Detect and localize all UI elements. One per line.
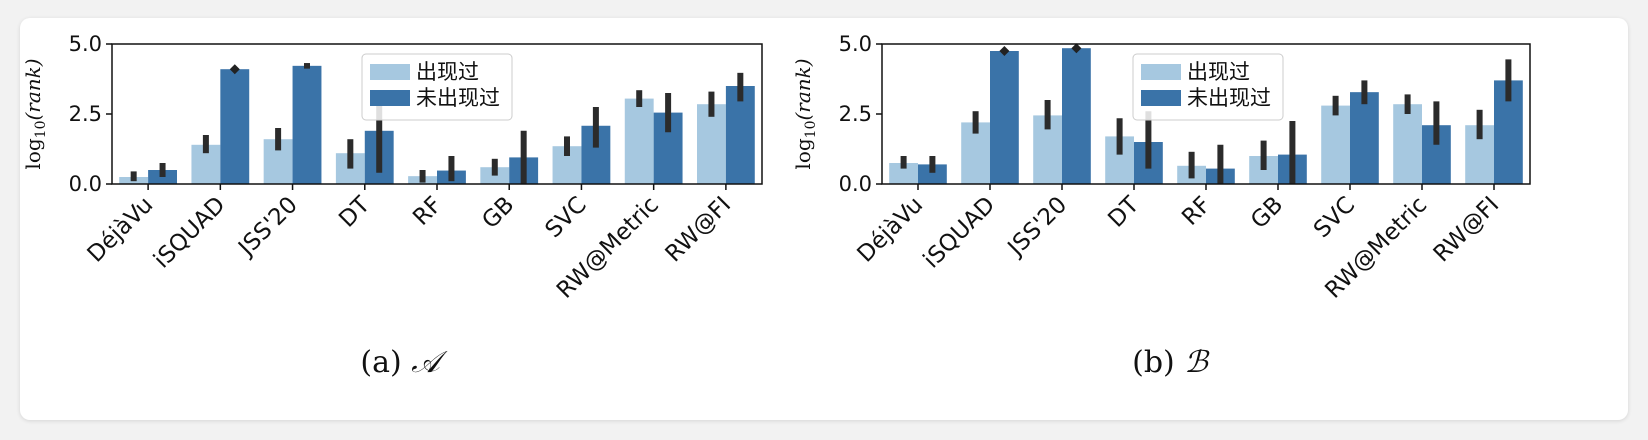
error-marker <box>999 46 1010 56</box>
legend-swatch <box>370 64 410 80</box>
category-label: SVC <box>1309 192 1360 243</box>
legend-label: 出现过 <box>416 60 479 84</box>
y-tick-label: 2.5 <box>839 102 872 126</box>
category-label: RF <box>408 192 447 231</box>
y-tick-label: 0.0 <box>839 172 872 196</box>
error-marker <box>229 64 240 75</box>
y-tick-label: 0.0 <box>69 172 102 196</box>
bar <box>1393 104 1422 184</box>
category-label: GB <box>477 192 519 234</box>
y-tick-label: 2.5 <box>69 102 102 126</box>
category-label: GB <box>1246 192 1288 234</box>
category-label: JSS'20 <box>232 192 302 262</box>
bar <box>292 65 322 184</box>
category-label: iSQUAD <box>149 192 231 274</box>
category-label: DT <box>334 191 376 233</box>
legend-label: 未出现过 <box>1187 86 1271 110</box>
bar <box>1321 105 1350 184</box>
category-label: SVC <box>540 192 591 243</box>
bar <box>1062 48 1091 185</box>
y-tick-label: 5.0 <box>839 32 872 56</box>
figure-caption: (a) 𝒜 <box>360 345 448 380</box>
legend-swatch <box>1141 90 1181 106</box>
error-marker <box>1071 43 1082 54</box>
category-label: JSS'20 <box>1002 192 1072 262</box>
category-label: RW@FI <box>661 192 737 268</box>
legend-swatch <box>1141 64 1181 80</box>
category-label: RF <box>1177 192 1216 231</box>
bar <box>918 164 947 184</box>
bar <box>624 98 654 184</box>
figure-caption: (b) ℬ <box>1132 345 1210 380</box>
figure-card <box>20 18 1628 420</box>
y-axis-label: log10(rank) <box>791 58 819 169</box>
bar <box>725 86 755 184</box>
category-label: DT <box>1103 191 1145 233</box>
category-label: iSQUAD <box>919 192 1001 274</box>
bar <box>697 104 726 184</box>
legend-label: 未出现过 <box>416 86 500 110</box>
bar <box>1350 92 1379 184</box>
category-label: RW@FI <box>1429 192 1505 268</box>
legend-swatch <box>370 90 410 106</box>
bar <box>889 163 918 184</box>
category-label: DéjàVu <box>853 192 929 268</box>
bar <box>220 69 250 184</box>
plot-frame <box>111 43 763 185</box>
y-tick-label: 5.0 <box>69 32 102 56</box>
legend-label: 出现过 <box>1187 60 1250 84</box>
plot-frame <box>881 43 1531 185</box>
bar <box>990 51 1019 184</box>
category-label: DéjàVu <box>83 192 159 268</box>
y-axis-label: log10(rank) <box>21 58 49 169</box>
